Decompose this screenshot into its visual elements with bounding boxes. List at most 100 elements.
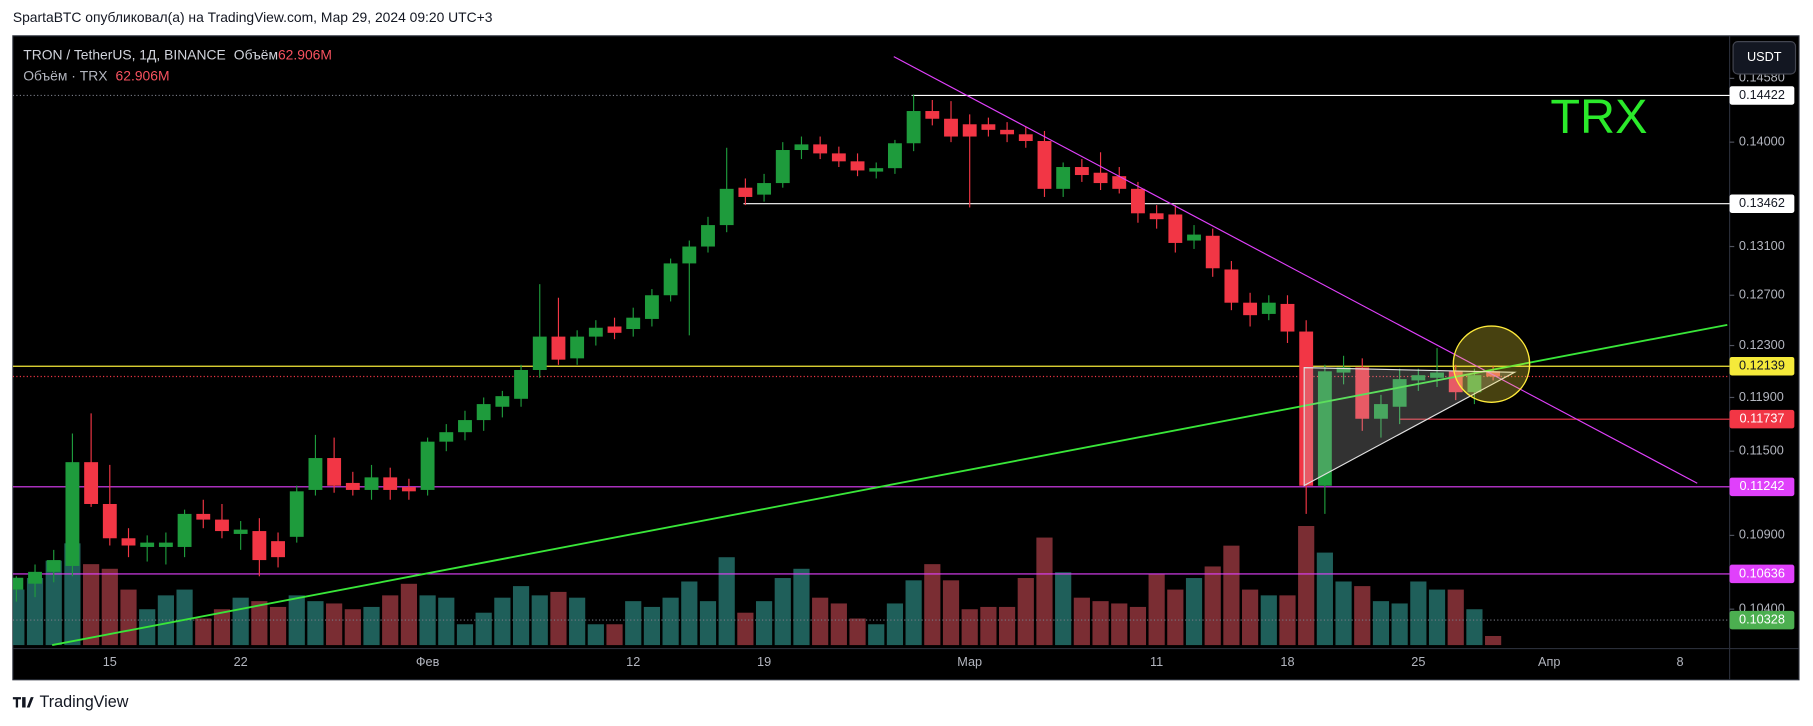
legend-volume-value: 62.906M bbox=[278, 46, 332, 62]
candle-body bbox=[1000, 129, 1015, 135]
legend-volume-series: Объём · TRX bbox=[23, 67, 107, 83]
volume-bar bbox=[699, 601, 717, 646]
volume-bar bbox=[213, 609, 231, 646]
volume-bar bbox=[849, 618, 866, 646]
price-level-labels: 0.14422 0.13462 0.12139 0.11737 0.11242 0.106… bbox=[1729, 86, 1795, 630]
candle-body bbox=[869, 168, 884, 172]
candle-body bbox=[476, 404, 491, 421]
volume-bar bbox=[587, 624, 604, 646]
candle-body bbox=[831, 153, 846, 162]
volume-bar bbox=[886, 603, 904, 646]
candle-body bbox=[738, 187, 753, 197]
candle-body bbox=[719, 188, 734, 226]
candle-body bbox=[644, 295, 659, 319]
volume-bar bbox=[868, 624, 885, 646]
x-tick-label: 22 bbox=[234, 654, 248, 669]
candle-body bbox=[401, 487, 416, 492]
candle-body bbox=[158, 542, 173, 547]
level-label: 0.14422 bbox=[1739, 87, 1785, 102]
volume-bar bbox=[1316, 552, 1333, 646]
candle-body bbox=[813, 144, 828, 154]
volume-bar bbox=[269, 606, 287, 646]
currency-button[interactable] bbox=[1732, 41, 1797, 75]
candle-body bbox=[1336, 367, 1351, 373]
y-tick-label: 0.12300 bbox=[1739, 337, 1785, 352]
volume-bar bbox=[45, 560, 62, 646]
level-label-box bbox=[1729, 564, 1795, 584]
level-label: 0.12139 bbox=[1739, 358, 1785, 373]
volume-bar bbox=[569, 597, 586, 646]
candle-body bbox=[551, 336, 566, 360]
volume-bar bbox=[643, 606, 661, 646]
volume-bar bbox=[830, 603, 847, 646]
candle-body bbox=[196, 513, 211, 520]
tradingview-logo-icon bbox=[12, 697, 34, 708]
level-lines bbox=[12, 94, 1730, 621]
y-tick-label: 0.13100 bbox=[1739, 238, 1785, 253]
volume-bar bbox=[1428, 589, 1446, 646]
candle-body bbox=[944, 118, 958, 137]
x-tick-label: 12 bbox=[626, 654, 640, 669]
legend-volume-label: Объём bbox=[234, 46, 278, 62]
candle-body bbox=[1093, 172, 1108, 184]
candle-body bbox=[1149, 213, 1164, 220]
candle-body bbox=[215, 519, 229, 532]
candle-body bbox=[981, 124, 996, 130]
volume-bar bbox=[1017, 578, 1034, 646]
volume-bar bbox=[1372, 601, 1390, 646]
volume-bar bbox=[1129, 606, 1147, 646]
candle-body bbox=[682, 246, 697, 264]
level-label: 0.10328 bbox=[1739, 611, 1785, 626]
candle-body bbox=[1430, 372, 1444, 378]
axis-layer: 0.104000.109000.115000.119000.123000.127… bbox=[103, 70, 1785, 669]
level-label-box bbox=[1729, 86, 1795, 105]
candle-body bbox=[140, 542, 155, 547]
candle-body bbox=[1112, 176, 1127, 189]
candle-body bbox=[850, 161, 865, 171]
volume-bar bbox=[606, 624, 623, 646]
candle-body bbox=[458, 420, 472, 433]
volume-bar bbox=[1111, 603, 1128, 646]
volume-bar bbox=[1410, 581, 1427, 646]
y-tick-label: 0.12700 bbox=[1739, 287, 1785, 302]
volume-bar bbox=[942, 580, 960, 646]
candle-body bbox=[1411, 375, 1426, 381]
volume-bar bbox=[400, 583, 417, 646]
x-tick-label: Мар bbox=[957, 654, 982, 669]
candle-body bbox=[1374, 404, 1388, 419]
candle-body bbox=[962, 124, 977, 137]
candle-body bbox=[252, 531, 267, 561]
volume-bar bbox=[625, 601, 642, 646]
candle-body bbox=[1317, 371, 1332, 486]
x-tick-label: 11 bbox=[1150, 654, 1163, 669]
candle-body bbox=[925, 111, 940, 119]
candle-body bbox=[177, 513, 192, 547]
x-tick-label: 8 bbox=[1677, 654, 1684, 669]
candle-body bbox=[1224, 269, 1239, 303]
volume-bar bbox=[998, 606, 1016, 646]
y-tick-label: 0.11500 bbox=[1739, 443, 1784, 458]
candle-body bbox=[271, 541, 285, 558]
candle-body bbox=[1467, 375, 1482, 393]
candle-body bbox=[383, 477, 398, 490]
volume-bar bbox=[26, 578, 44, 646]
candle-body bbox=[887, 143, 902, 169]
candle-body bbox=[12, 577, 24, 590]
volume-bar bbox=[1335, 581, 1352, 646]
candle-body bbox=[1280, 303, 1295, 332]
candle-body bbox=[514, 369, 528, 399]
level-label-box bbox=[1729, 477, 1795, 497]
y-tick-label: 0.10900 bbox=[1739, 527, 1785, 542]
candle-body bbox=[775, 150, 790, 184]
candle-body bbox=[65, 462, 80, 566]
legend-symbol: TRON / TetherUS, 1Д, BINANCE bbox=[23, 46, 225, 62]
currency-button-label[interactable]: USDT bbox=[1747, 49, 1782, 64]
volume-bar bbox=[662, 597, 679, 646]
x-tick-label: 15 bbox=[103, 654, 117, 669]
volume-bar bbox=[531, 595, 548, 646]
volume-bar bbox=[1185, 578, 1203, 646]
volume-pane bbox=[12, 526, 1502, 646]
x-tick-label: 19 bbox=[757, 654, 771, 669]
volume-bar bbox=[755, 601, 773, 646]
candle-body bbox=[495, 396, 510, 407]
